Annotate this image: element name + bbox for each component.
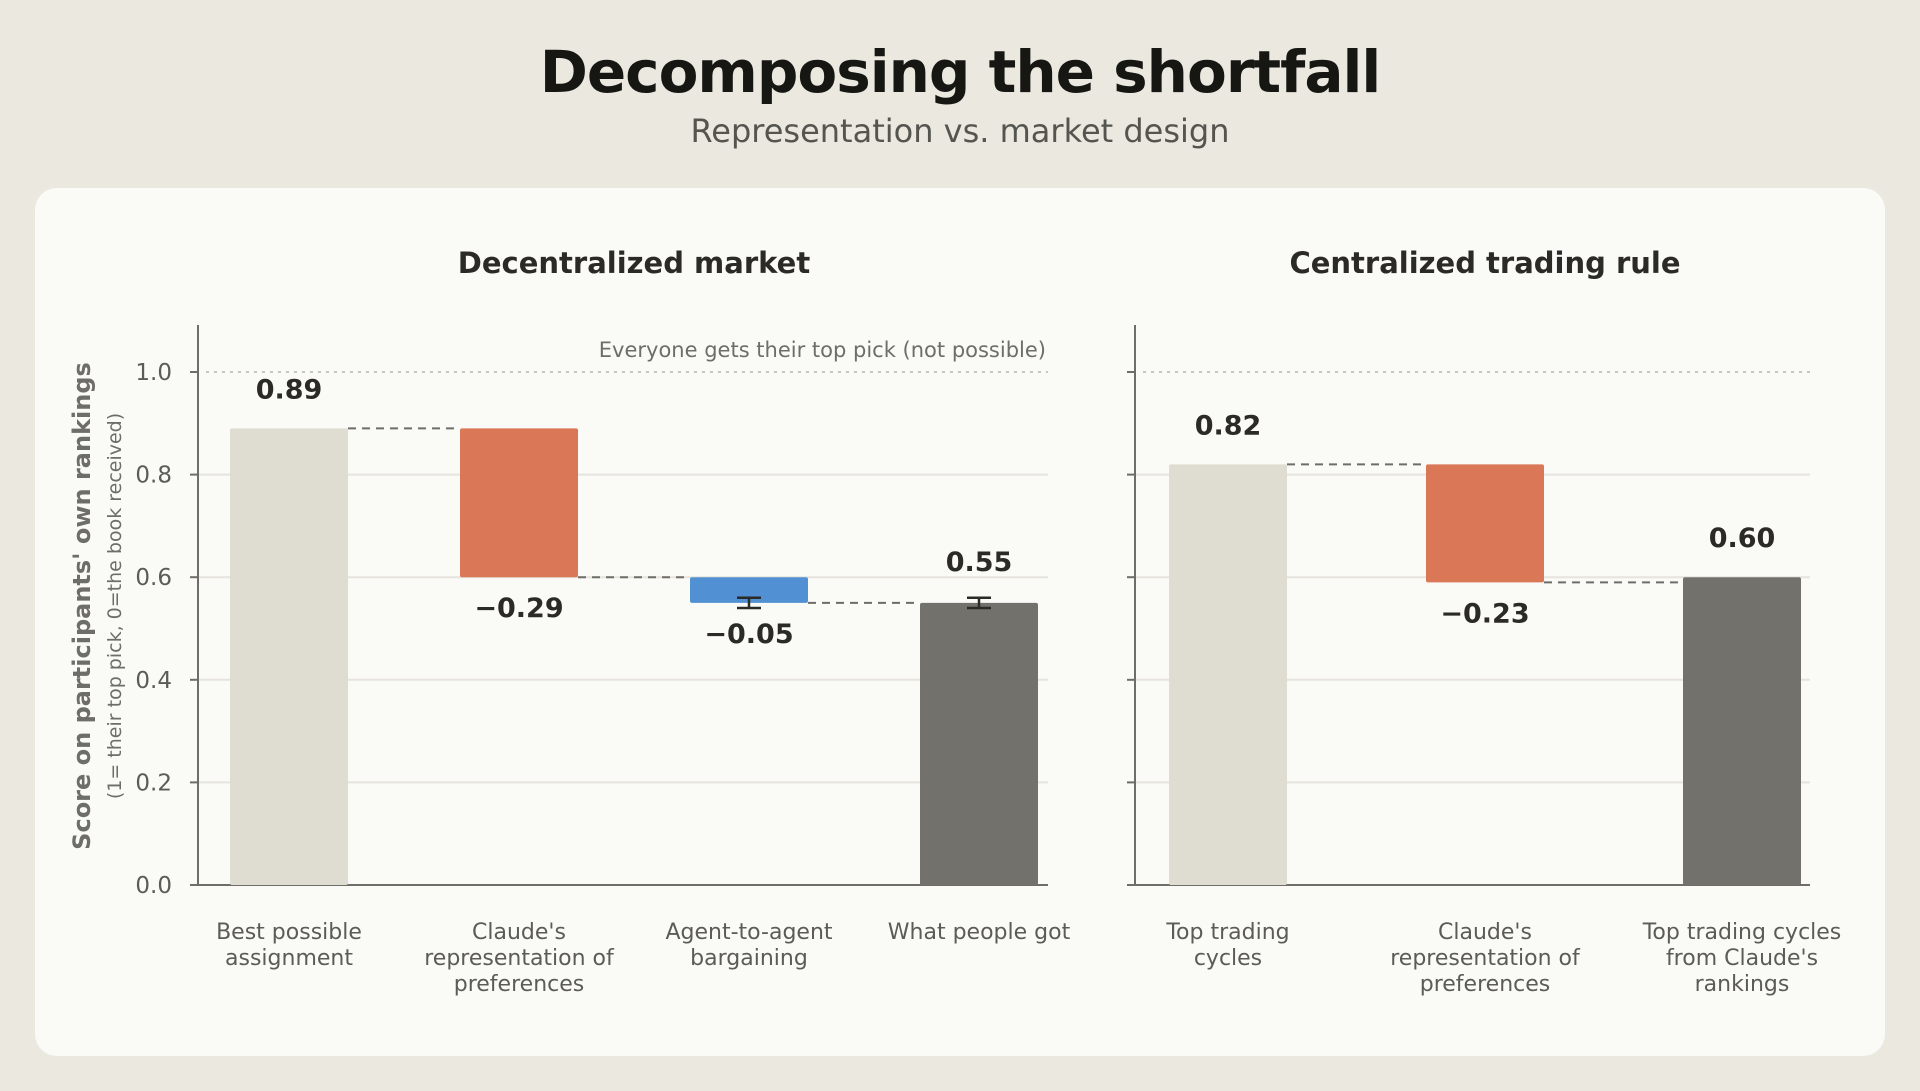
x-category-label: Agent-to-agent xyxy=(665,920,832,945)
waterfall-bar xyxy=(230,428,348,885)
x-category-label: rankings xyxy=(1695,972,1790,997)
x-category-label: What people got xyxy=(888,920,1071,945)
data-label: −0.29 xyxy=(474,593,563,624)
y-tick-label: 0.6 xyxy=(135,565,172,591)
data-label: 0.60 xyxy=(1709,523,1776,554)
page-subtitle: Representation vs. market design xyxy=(690,112,1230,150)
reference-line-label: Everyone gets their top pick (not possib… xyxy=(599,338,1046,362)
panel-title: Centralized trading rule xyxy=(1289,246,1680,280)
waterfall-bar xyxy=(690,577,808,603)
waterfall-bar xyxy=(1683,577,1801,885)
header: Decomposing the shortfall Representation… xyxy=(0,0,1920,180)
data-label: 0.82 xyxy=(1195,410,1262,441)
y-tick-label: 0.4 xyxy=(135,668,172,694)
y-tick-label: 0.8 xyxy=(135,463,172,489)
x-category-label: Top trading xyxy=(1165,920,1289,945)
x-category-label: cycles xyxy=(1194,946,1262,971)
page-title: Decomposing the shortfall xyxy=(539,38,1382,106)
x-category-label: representation of xyxy=(1390,946,1581,971)
x-category-label: from Claude's xyxy=(1666,946,1818,971)
y-tick-label: 1.0 xyxy=(135,360,172,386)
x-category-label: assignment xyxy=(225,946,353,971)
waterfall-bar xyxy=(920,602,1038,885)
data-label: −0.05 xyxy=(704,619,793,650)
waterfall-bar xyxy=(460,428,578,578)
x-category-label: preferences xyxy=(454,972,584,997)
waterfall-bar xyxy=(1426,464,1544,583)
panel-title: Decentralized market xyxy=(458,246,811,280)
x-category-label: preferences xyxy=(1420,972,1550,997)
y-axis-label: Score on participants' own rankings xyxy=(68,362,96,850)
x-category-label: Claude's xyxy=(1438,920,1532,945)
y-axis-sublabel: (1= their top pick, 0=the book received) xyxy=(104,413,126,799)
y-tick-label: 0.2 xyxy=(135,770,172,796)
data-label: 0.89 xyxy=(256,374,323,405)
x-category-label: Claude's xyxy=(472,920,566,945)
x-category-label: Top trading cycles xyxy=(1642,920,1842,945)
x-category-label: representation of xyxy=(424,946,615,971)
x-category-label: Best possible xyxy=(216,920,362,945)
y-tick-label: 0.0 xyxy=(135,873,172,899)
x-category-label: bargaining xyxy=(690,946,808,971)
data-label: −0.23 xyxy=(1440,598,1529,629)
data-label: 0.55 xyxy=(946,547,1013,578)
waterfall-bar xyxy=(1169,464,1287,885)
